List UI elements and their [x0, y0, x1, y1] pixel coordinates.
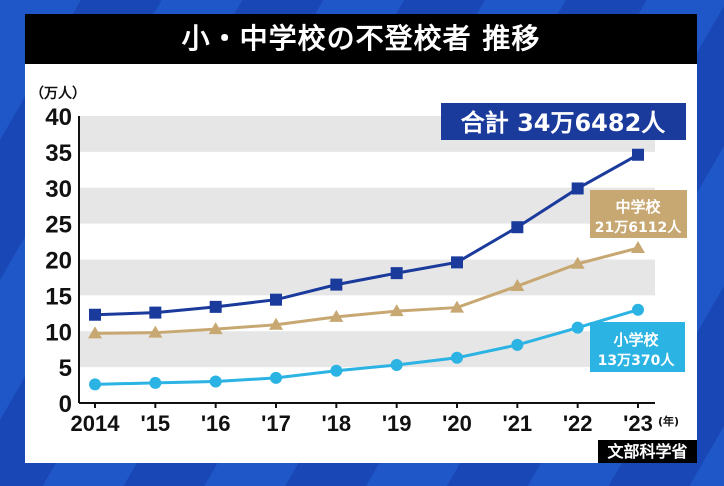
y-axis-unit: （万人）: [30, 85, 86, 102]
y-tick-label: 5: [59, 355, 72, 382]
point-elementary: [270, 371, 282, 384]
y-tick-label: 15: [45, 283, 72, 310]
chart-panel: [25, 14, 697, 463]
y-tick-label: 20: [45, 248, 72, 275]
point-total: [149, 306, 162, 319]
elementary-label-value: 13万370人: [598, 352, 676, 369]
line-total: [94, 153, 639, 317]
point-middle: [329, 309, 344, 322]
x-tick-label: '21: [502, 411, 532, 436]
point-elementary: [511, 338, 524, 351]
chart-title: 小・中学校の不登校者 推移: [25, 14, 697, 64]
x-axis-unit: (年): [658, 414, 679, 428]
grid-band: [80, 187, 655, 224]
point-elementary: [451, 351, 463, 364]
line-elementary: [94, 308, 639, 386]
y-tick-label: 25: [45, 212, 72, 239]
point-total: [89, 308, 101, 321]
point-total: [451, 256, 463, 269]
series-group: [88, 148, 645, 391]
total-label-box: [441, 103, 686, 140]
line-middle: [94, 246, 639, 335]
point-elementary: [89, 378, 101, 391]
point-total: [632, 148, 644, 161]
point-elementary: [632, 303, 644, 316]
point-middle: [88, 326, 102, 339]
middle-label-name: 中学校: [615, 198, 661, 216]
point-middle: [510, 279, 525, 292]
source-label: 文部科学省: [598, 440, 697, 463]
point-elementary: [390, 358, 403, 371]
x-tick-label: '20: [442, 411, 472, 436]
point-total: [270, 293, 282, 306]
x-tick-label: '17: [261, 411, 291, 436]
point-middle: [148, 325, 163, 338]
y-tick-label: 30: [45, 176, 72, 203]
x-tick-label: '19: [382, 411, 412, 436]
point-elementary: [571, 321, 584, 334]
point-total: [571, 182, 584, 195]
x-tick-label: '18: [321, 411, 351, 436]
point-middle: [450, 300, 464, 313]
point-elementary: [330, 364, 343, 377]
middle-label-value: 21万6112人: [595, 219, 682, 236]
series-total: [89, 148, 644, 321]
point-total: [209, 300, 222, 313]
x-tick-label: '15: [140, 411, 170, 436]
point-elementary: [209, 375, 222, 388]
point-middle: [389, 304, 404, 317]
elementary-label-box: [590, 322, 685, 372]
x-tick-label: 2014: [71, 411, 121, 436]
series-middle: [88, 241, 645, 339]
point-middle: [208, 322, 223, 335]
point-middle: [631, 241, 645, 254]
x-tick-label: '23: [623, 411, 653, 436]
x-tick-label: '22: [563, 411, 593, 436]
elementary-label-name: 小学校: [613, 331, 659, 349]
y-tick-label: 0: [59, 391, 72, 418]
point-total: [511, 221, 524, 234]
point-total: [330, 278, 343, 291]
point-elementary: [149, 376, 162, 389]
total-label: 合計 34万6482人: [461, 109, 666, 137]
point-middle: [570, 256, 585, 269]
y-tick-label: 10: [45, 319, 72, 346]
y-axis-ticks: 0 5 10 15 20 25 30 35 40: [45, 104, 72, 418]
x-axis-ticks: 2014 '15 '16 '17 '18 '19 '20 '21 '22 '23: [71, 403, 653, 436]
point-total: [390, 267, 403, 280]
point-middle: [269, 317, 283, 330]
series-elementary: [89, 303, 644, 391]
middle-label-box: [590, 190, 687, 238]
y-tick-label: 40: [45, 104, 72, 131]
x-tick-label: '16: [201, 411, 231, 436]
y-tick-label: 35: [45, 140, 72, 167]
grid-band: [80, 331, 655, 368]
